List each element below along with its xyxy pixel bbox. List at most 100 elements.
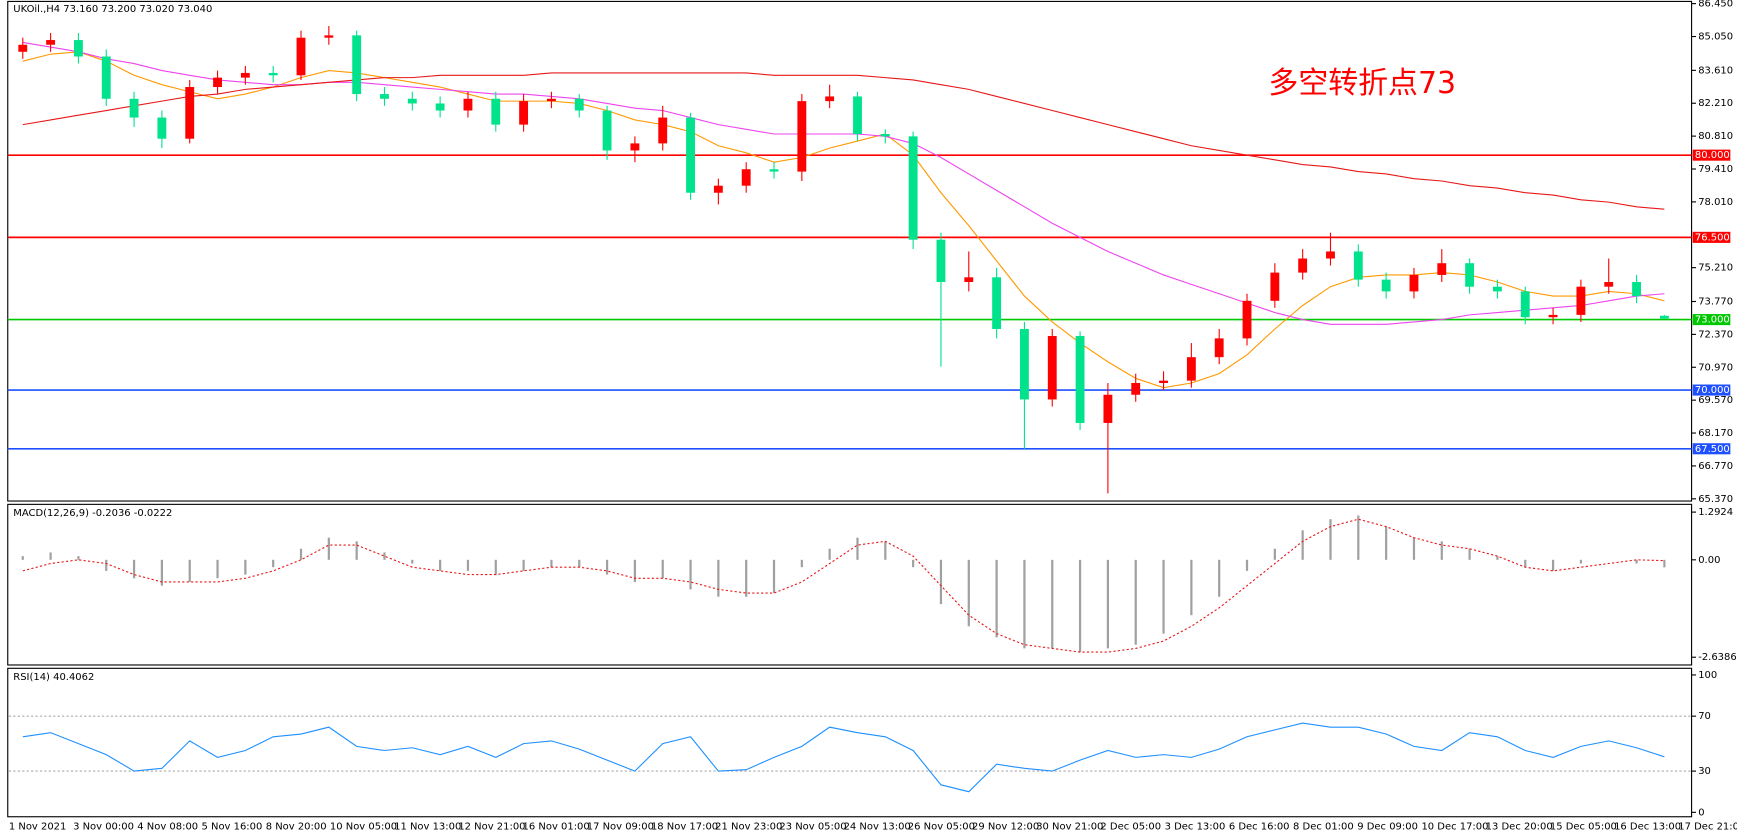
y-tick-label: 0 bbox=[1698, 807, 1704, 818]
y-tick-label: 68.170 bbox=[1698, 428, 1733, 439]
y-tick-label: 1.2924 bbox=[1698, 507, 1733, 518]
x-tick-label: 4 Nov 08:00 bbox=[137, 822, 198, 833]
x-tick-label: 3 Nov 00:00 bbox=[73, 822, 134, 833]
y-tick-label: 30 bbox=[1698, 766, 1711, 777]
y-tick-label: -2.6386 bbox=[1698, 652, 1736, 663]
x-tick-label: 10 Dec 17:00 bbox=[1421, 822, 1488, 833]
x-tick-label: 3 Dec 13:00 bbox=[1165, 822, 1226, 833]
x-tick-label: 16 Dec 13:00 bbox=[1614, 822, 1681, 833]
candle-body bbox=[1409, 274, 1419, 292]
x-tick-label: 12 Nov 21:00 bbox=[458, 822, 525, 833]
x-tick-label: 30 Nov 21:00 bbox=[1036, 822, 1103, 833]
x-tick-label: 23 Nov 05:00 bbox=[779, 822, 846, 833]
candle-body bbox=[769, 169, 779, 172]
candle-body bbox=[936, 239, 946, 282]
candle-body bbox=[296, 37, 306, 76]
candle-body bbox=[463, 98, 473, 111]
candle-body bbox=[101, 56, 111, 99]
y-tick-label: 73.770 bbox=[1698, 296, 1733, 307]
candle-body bbox=[352, 35, 362, 95]
y-tick-label: 79.410 bbox=[1698, 164, 1733, 175]
y-tick-label: 70 bbox=[1698, 711, 1711, 722]
candle-body bbox=[602, 110, 612, 151]
x-tick-label: 26 Nov 05:00 bbox=[908, 822, 975, 833]
main-panel bbox=[7, 0, 1693, 502]
y-tick-label: 69.570 bbox=[1698, 395, 1733, 406]
candle-body bbox=[1075, 336, 1085, 423]
candle-body bbox=[741, 169, 751, 186]
x-tick-label: 18 Nov 17:00 bbox=[651, 822, 718, 833]
rsi-panel bbox=[7, 667, 1693, 818]
candle-body bbox=[240, 72, 250, 78]
candle-body bbox=[1493, 286, 1502, 292]
candle-body bbox=[1103, 394, 1113, 423]
y-tick-label: 80.810 bbox=[1698, 131, 1733, 142]
candle-body bbox=[1242, 300, 1252, 339]
x-tick-label: 10 Nov 05:00 bbox=[330, 822, 397, 833]
candle-body bbox=[908, 136, 918, 240]
y-tick-label: 66.770 bbox=[1698, 461, 1733, 472]
level-label: 80.000 bbox=[1695, 150, 1730, 161]
x-tick-label: 13 Dec 20:00 bbox=[1486, 822, 1553, 833]
level-label: 73.000 bbox=[1695, 315, 1730, 326]
level-tag bbox=[1692, 314, 1731, 326]
candle-body bbox=[713, 185, 723, 193]
macd-title: MACD(12,26,9) -0.2036 -0.0222 bbox=[13, 508, 172, 519]
candle-body bbox=[268, 72, 278, 76]
annotation: 多空转折点73 bbox=[1268, 66, 1456, 101]
level-label: 70.000 bbox=[1695, 385, 1730, 396]
candle-body bbox=[1186, 357, 1196, 381]
y-tick-label: 65.370 bbox=[1698, 494, 1733, 505]
candle-body bbox=[964, 277, 974, 282]
candle-body bbox=[1437, 263, 1447, 275]
candle-body bbox=[1047, 336, 1057, 400]
y-tick-label: 72.370 bbox=[1698, 329, 1733, 340]
candle-body bbox=[1019, 328, 1029, 400]
candle-body bbox=[18, 44, 28, 52]
candle-body bbox=[880, 134, 890, 137]
level-tag bbox=[1692, 384, 1731, 396]
candle-body bbox=[213, 77, 222, 88]
x-tick-label: 1 Nov 2021 bbox=[9, 822, 67, 833]
candle-body bbox=[1520, 291, 1530, 318]
x-tick-label: 17 Nov 09:00 bbox=[587, 822, 654, 833]
candle-body bbox=[1381, 279, 1391, 292]
candle-body bbox=[1659, 315, 1669, 319]
main-title: UKOil.,H4 73.160 73.200 73.020 73.040 bbox=[13, 4, 212, 15]
x-tick-label: 21 Nov 23:00 bbox=[715, 822, 782, 833]
y-tick-label: 86.450 bbox=[1698, 0, 1733, 10]
x-tick-label: 9 Dec 09:00 bbox=[1357, 822, 1418, 833]
y-tick-label: 70.970 bbox=[1698, 362, 1733, 373]
candle-body bbox=[157, 117, 167, 139]
candle-body bbox=[1326, 251, 1335, 259]
candle-body bbox=[1270, 272, 1280, 301]
rsi-title: RSI(14) 40.4062 bbox=[13, 672, 94, 683]
candle-body bbox=[73, 40, 83, 57]
candle-body bbox=[129, 98, 139, 118]
level-tag bbox=[1692, 443, 1731, 455]
candle-body bbox=[825, 96, 835, 102]
candle-body bbox=[1548, 314, 1558, 318]
candle-body bbox=[1576, 286, 1586, 315]
y-tick-label: 78.010 bbox=[1698, 197, 1733, 208]
y-tick-label: 0.00 bbox=[1698, 555, 1720, 566]
signal-line bbox=[22, 518, 1665, 653]
moving-average bbox=[22, 72, 1665, 210]
candle-body bbox=[1353, 251, 1363, 280]
candle-body bbox=[1298, 258, 1308, 273]
candle-body bbox=[46, 40, 56, 45]
candle-body bbox=[546, 98, 556, 102]
level-tag bbox=[1692, 149, 1731, 161]
candle-body bbox=[658, 117, 668, 144]
candle-body bbox=[1604, 281, 1614, 287]
candle-body bbox=[1465, 263, 1475, 287]
y-tick-label: 82.210 bbox=[1698, 98, 1733, 109]
x-tick-label: 11 Nov 13:00 bbox=[394, 822, 461, 833]
candle-body bbox=[686, 117, 695, 193]
candle-body bbox=[1159, 380, 1168, 384]
candle-body bbox=[1131, 383, 1141, 395]
y-tick-label: 83.610 bbox=[1698, 65, 1733, 76]
y-tick-label: 100 bbox=[1698, 670, 1717, 681]
candle-body bbox=[992, 277, 1002, 329]
candle-body bbox=[519, 101, 529, 125]
